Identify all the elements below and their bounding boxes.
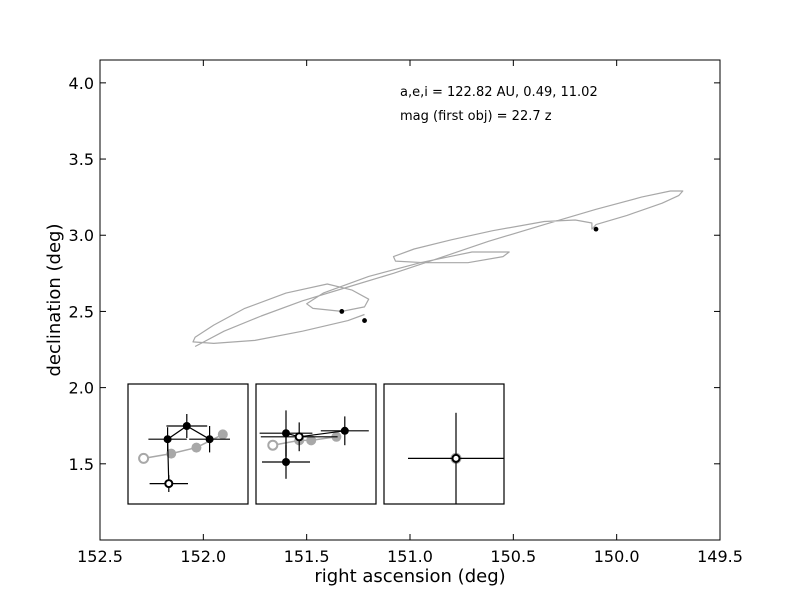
x-tick-label: 151.0 [387, 547, 433, 566]
detection-point [339, 309, 345, 314]
inset-black-point [182, 422, 191, 430]
x-tick-label: 150.0 [594, 547, 640, 566]
inset-black-point [205, 435, 214, 444]
inset-black-point [282, 429, 290, 438]
inset-black-open-point [164, 479, 174, 489]
y-tick-label: 2.0 [69, 379, 94, 398]
y-tick-label: 3.0 [69, 226, 94, 245]
detection-point [593, 226, 599, 232]
x-axis-label: right ascension (deg) [314, 566, 505, 587]
inset-grey-point [217, 429, 228, 440]
y-tick-label: 2.5 [69, 302, 94, 321]
y-tick-label: 3.5 [69, 150, 94, 169]
insets-layer [127, 383, 505, 505]
orbit-track-line [192, 190, 684, 348]
x-axis-ticks: 152.5 152.0 151.5 151.0 150.5 150.0 149.5 [77, 60, 743, 566]
x-tick-label: 152.0 [180, 547, 226, 566]
annotation-magnitude: mag (first obj) = 22.7 z [400, 109, 552, 124]
inset-black-point [163, 435, 172, 444]
inset-frame [127, 383, 249, 505]
inset-black-open-point [294, 432, 304, 442]
x-tick-label: 150.5 [490, 547, 536, 566]
inset-black-point [340, 426, 349, 435]
inset-panel [383, 383, 505, 505]
y-axis-label: declination (deg) [44, 223, 65, 376]
y-tick-label: 1.5 [69, 455, 94, 474]
inset-black-point [282, 458, 290, 466]
annotation-orbit-elements: a,e,i = 122.82 AU, 0.49, 11.02 [400, 85, 598, 100]
y-axis-ticks: 1.5 2.0 2.5 3.0 3.5 4.0 [69, 74, 720, 474]
x-tick-label: 151.5 [284, 547, 330, 566]
x-tick-label: 149.5 [697, 547, 743, 566]
detection-point [362, 318, 367, 323]
inset-grey-point [191, 442, 202, 453]
inset-grey-open-point [267, 439, 279, 451]
y-tick-label: 4.0 [69, 74, 94, 93]
inset-black-track [166, 425, 210, 484]
orbit-track-layer [192, 190, 684, 348]
inset-grey-point [166, 448, 177, 459]
inset-frame [383, 383, 505, 505]
x-tick-label: 152.5 [77, 547, 123, 566]
inset-grey-point [306, 435, 317, 446]
inset-panel [127, 383, 249, 505]
inset-grey-open-point [138, 452, 150, 464]
inset-panel [255, 383, 377, 505]
inset-black-open-point [451, 453, 461, 463]
detection-points-layer [339, 226, 599, 323]
